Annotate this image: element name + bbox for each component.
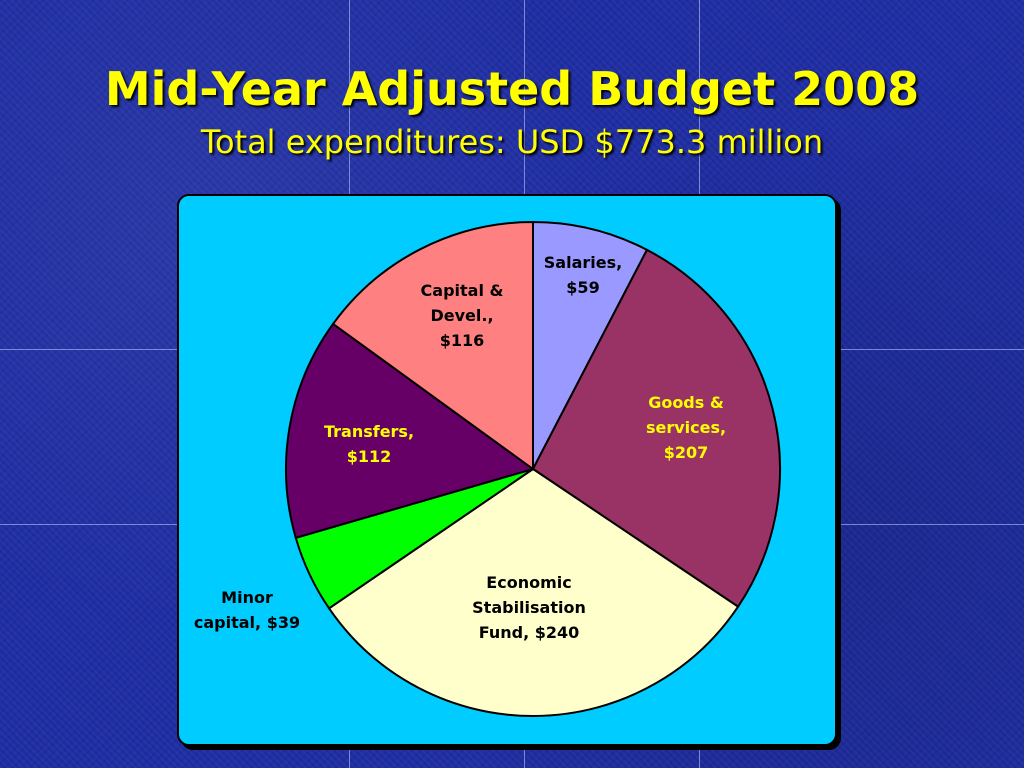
slice-label: Economic Stabilisation Fund, $240: [472, 572, 586, 642]
slide-title: Mid-Year Adjusted Budget 2008: [104, 62, 920, 116]
pie-slice: [531, 248, 781, 609]
slice-label: Salaries, $59: [543, 253, 623, 297]
slice-label: Capital & Devel., $116: [420, 280, 504, 350]
pie-slice: [331, 220, 534, 471]
slide-subtitle: Total expenditures: USD $773.3 million: [200, 123, 824, 161]
slice-label: Transfers, $112: [323, 422, 415, 466]
pie-slice: [532, 220, 649, 470]
pie-slice: [327, 467, 740, 717]
pie-slice: [285, 322, 536, 540]
slice-label: Goods & services, $207: [645, 392, 727, 462]
slice-label: Minor capital, $39: [193, 588, 301, 632]
